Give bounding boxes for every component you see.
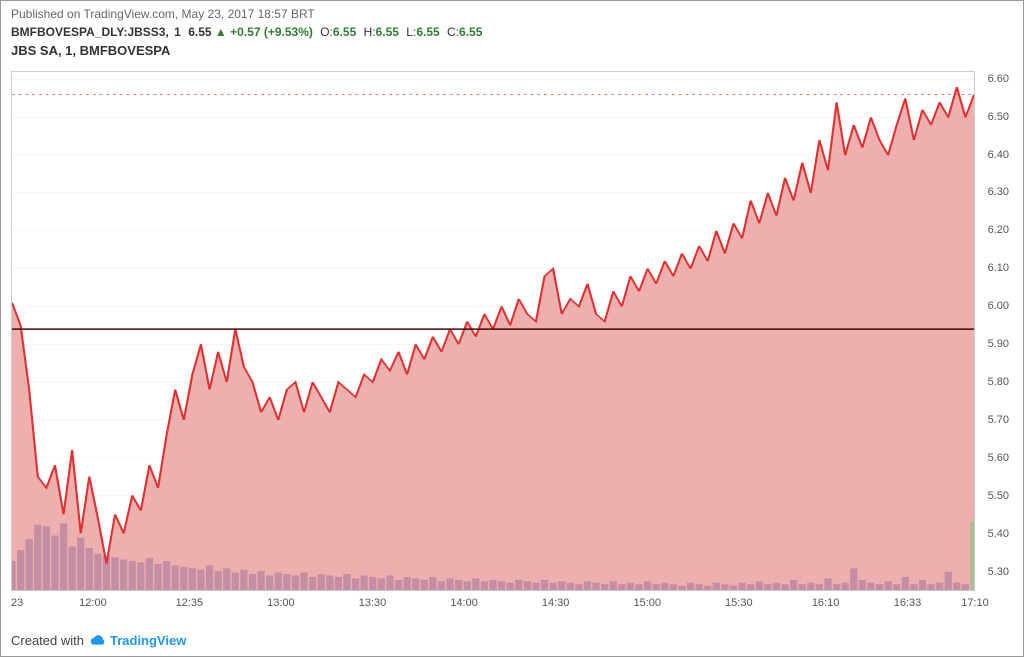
x-tick: 12:00 (79, 597, 107, 609)
y-tick: 6.30 (988, 186, 1009, 198)
y-tick: 6.10 (988, 262, 1009, 274)
x-tick: 14:30 (542, 597, 570, 609)
y-tick: 5.70 (988, 414, 1009, 426)
plot-svg (12, 72, 974, 590)
cloud-icon (90, 632, 106, 648)
chart-area[interactable]: 5.30 5.40 5.50 5.60 5.70 5.80 5.90 6.00 6.10 6.20… (11, 71, 1013, 611)
up-arrow-icon: ▲ (215, 25, 227, 39)
x-tick: 16:33 (894, 597, 922, 609)
y-axis: 5.30 5.40 5.50 5.60 5.70 5.80 5.90 6.00 6.10 6.20… (975, 71, 1013, 591)
c-label: C: (447, 25, 459, 39)
y-tick: 6.40 (988, 149, 1009, 161)
y-tick: 6.50 (988, 111, 1009, 123)
chart-subtitle: JBS SA, 1, BMFBOVESPA (1, 41, 1023, 60)
created-with-label: Created with (11, 633, 84, 648)
tradingview-logo[interactable]: TradingView (90, 632, 186, 648)
interval: 1 (174, 25, 181, 39)
x-tick: 17:10 (961, 597, 989, 609)
x-tick: 12:35 (176, 597, 204, 609)
y-tick: 6.00 (988, 300, 1009, 312)
x-tick: 15:00 (633, 597, 661, 609)
ticker-line: BMFBOVESPA_DLY:JBSS3, 1 6.55 ▲ +0.57 (+9… (1, 23, 1023, 41)
x-axis: 23 12:00 12:35 13:00 13:30 14:00 14:30 15:00 15:… (11, 591, 975, 611)
x-tick: 15:30 (725, 597, 753, 609)
published-line: Published on TradingView.com, May 23, 20… (1, 1, 1023, 23)
x-tick: 16:10 (812, 597, 840, 609)
l-label: L: (406, 25, 416, 39)
y-tick: 6.20 (988, 224, 1009, 236)
x-tick: 23 (11, 597, 23, 609)
brand-text: TradingView (110, 633, 186, 648)
y-tick: 5.40 (988, 528, 1009, 540)
o-label: O: (320, 25, 333, 39)
h-label: H: (364, 25, 376, 39)
symbol: BMFBOVESPA_DLY:JBSS3, (11, 25, 169, 39)
y-tick: 6.60 (988, 73, 1009, 85)
x-tick: 14:00 (450, 597, 478, 609)
change: +0.57 (+9.53%) (230, 25, 313, 39)
y-tick: 5.90 (988, 338, 1009, 350)
o-value: 6.55 (333, 25, 356, 39)
y-tick: 5.50 (988, 490, 1009, 502)
x-tick: 13:30 (359, 597, 387, 609)
footer: Created with TradingView (11, 632, 186, 648)
plot-region (11, 71, 975, 591)
h-value: 6.55 (376, 25, 399, 39)
last-price: 6.55 (188, 25, 211, 39)
y-tick: 5.30 (988, 566, 1009, 578)
x-tick: 13:00 (267, 597, 295, 609)
y-tick: 5.60 (988, 452, 1009, 464)
y-tick: 5.80 (988, 376, 1009, 388)
c-value: 6.55 (459, 25, 482, 39)
l-value: 6.55 (416, 25, 439, 39)
chart-container: Published on TradingView.com, May 23, 20… (0, 0, 1024, 657)
